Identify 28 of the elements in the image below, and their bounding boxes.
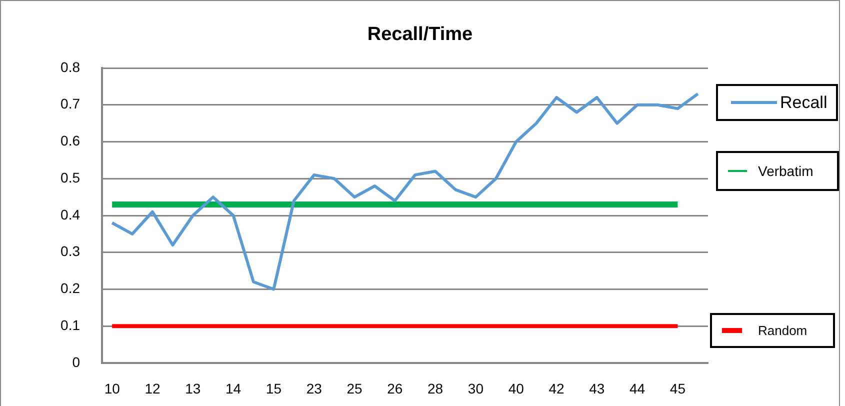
y-tick-label: 0.6	[60, 132, 80, 149]
legend-label: Verbatim	[758, 163, 814, 179]
x-tick-label: 26	[387, 380, 403, 396]
x-tick-label: 12	[144, 380, 160, 396]
x-tick-label: 43	[589, 380, 605, 396]
y-tick-label: 0.8	[60, 58, 80, 75]
y-tick-label: 0.1	[60, 316, 80, 333]
x-tick-label: 23	[306, 380, 322, 396]
x-tick-label: 40	[508, 380, 524, 396]
y-tick-label: 0.2	[60, 280, 80, 296]
x-tick-label: 28	[428, 380, 444, 396]
x-tick-label: 44	[630, 380, 646, 396]
legend-label: Random	[758, 323, 808, 338]
y-tick-label: 0.5	[60, 169, 80, 186]
y-tick-label: 0.4	[60, 206, 80, 222]
x-tick-label: 13	[185, 380, 201, 396]
x-tick-label: 45	[670, 380, 686, 396]
x-tick-label: 15	[266, 380, 282, 396]
x-tick-label: 42	[548, 380, 564, 396]
x-tick-label: 30	[468, 380, 484, 396]
y-tick-label: 0.7	[60, 96, 80, 112]
x-tick-label: 25	[346, 380, 362, 396]
chart-title: Recall/Time	[366, 24, 474, 46]
legend-label: Recall	[780, 92, 828, 112]
x-tick-label: 10	[104, 380, 120, 396]
y-tick-label: 0.3	[60, 243, 80, 260]
x-tick-label: 14	[226, 380, 242, 396]
y-tick-label: 0	[72, 354, 80, 370]
